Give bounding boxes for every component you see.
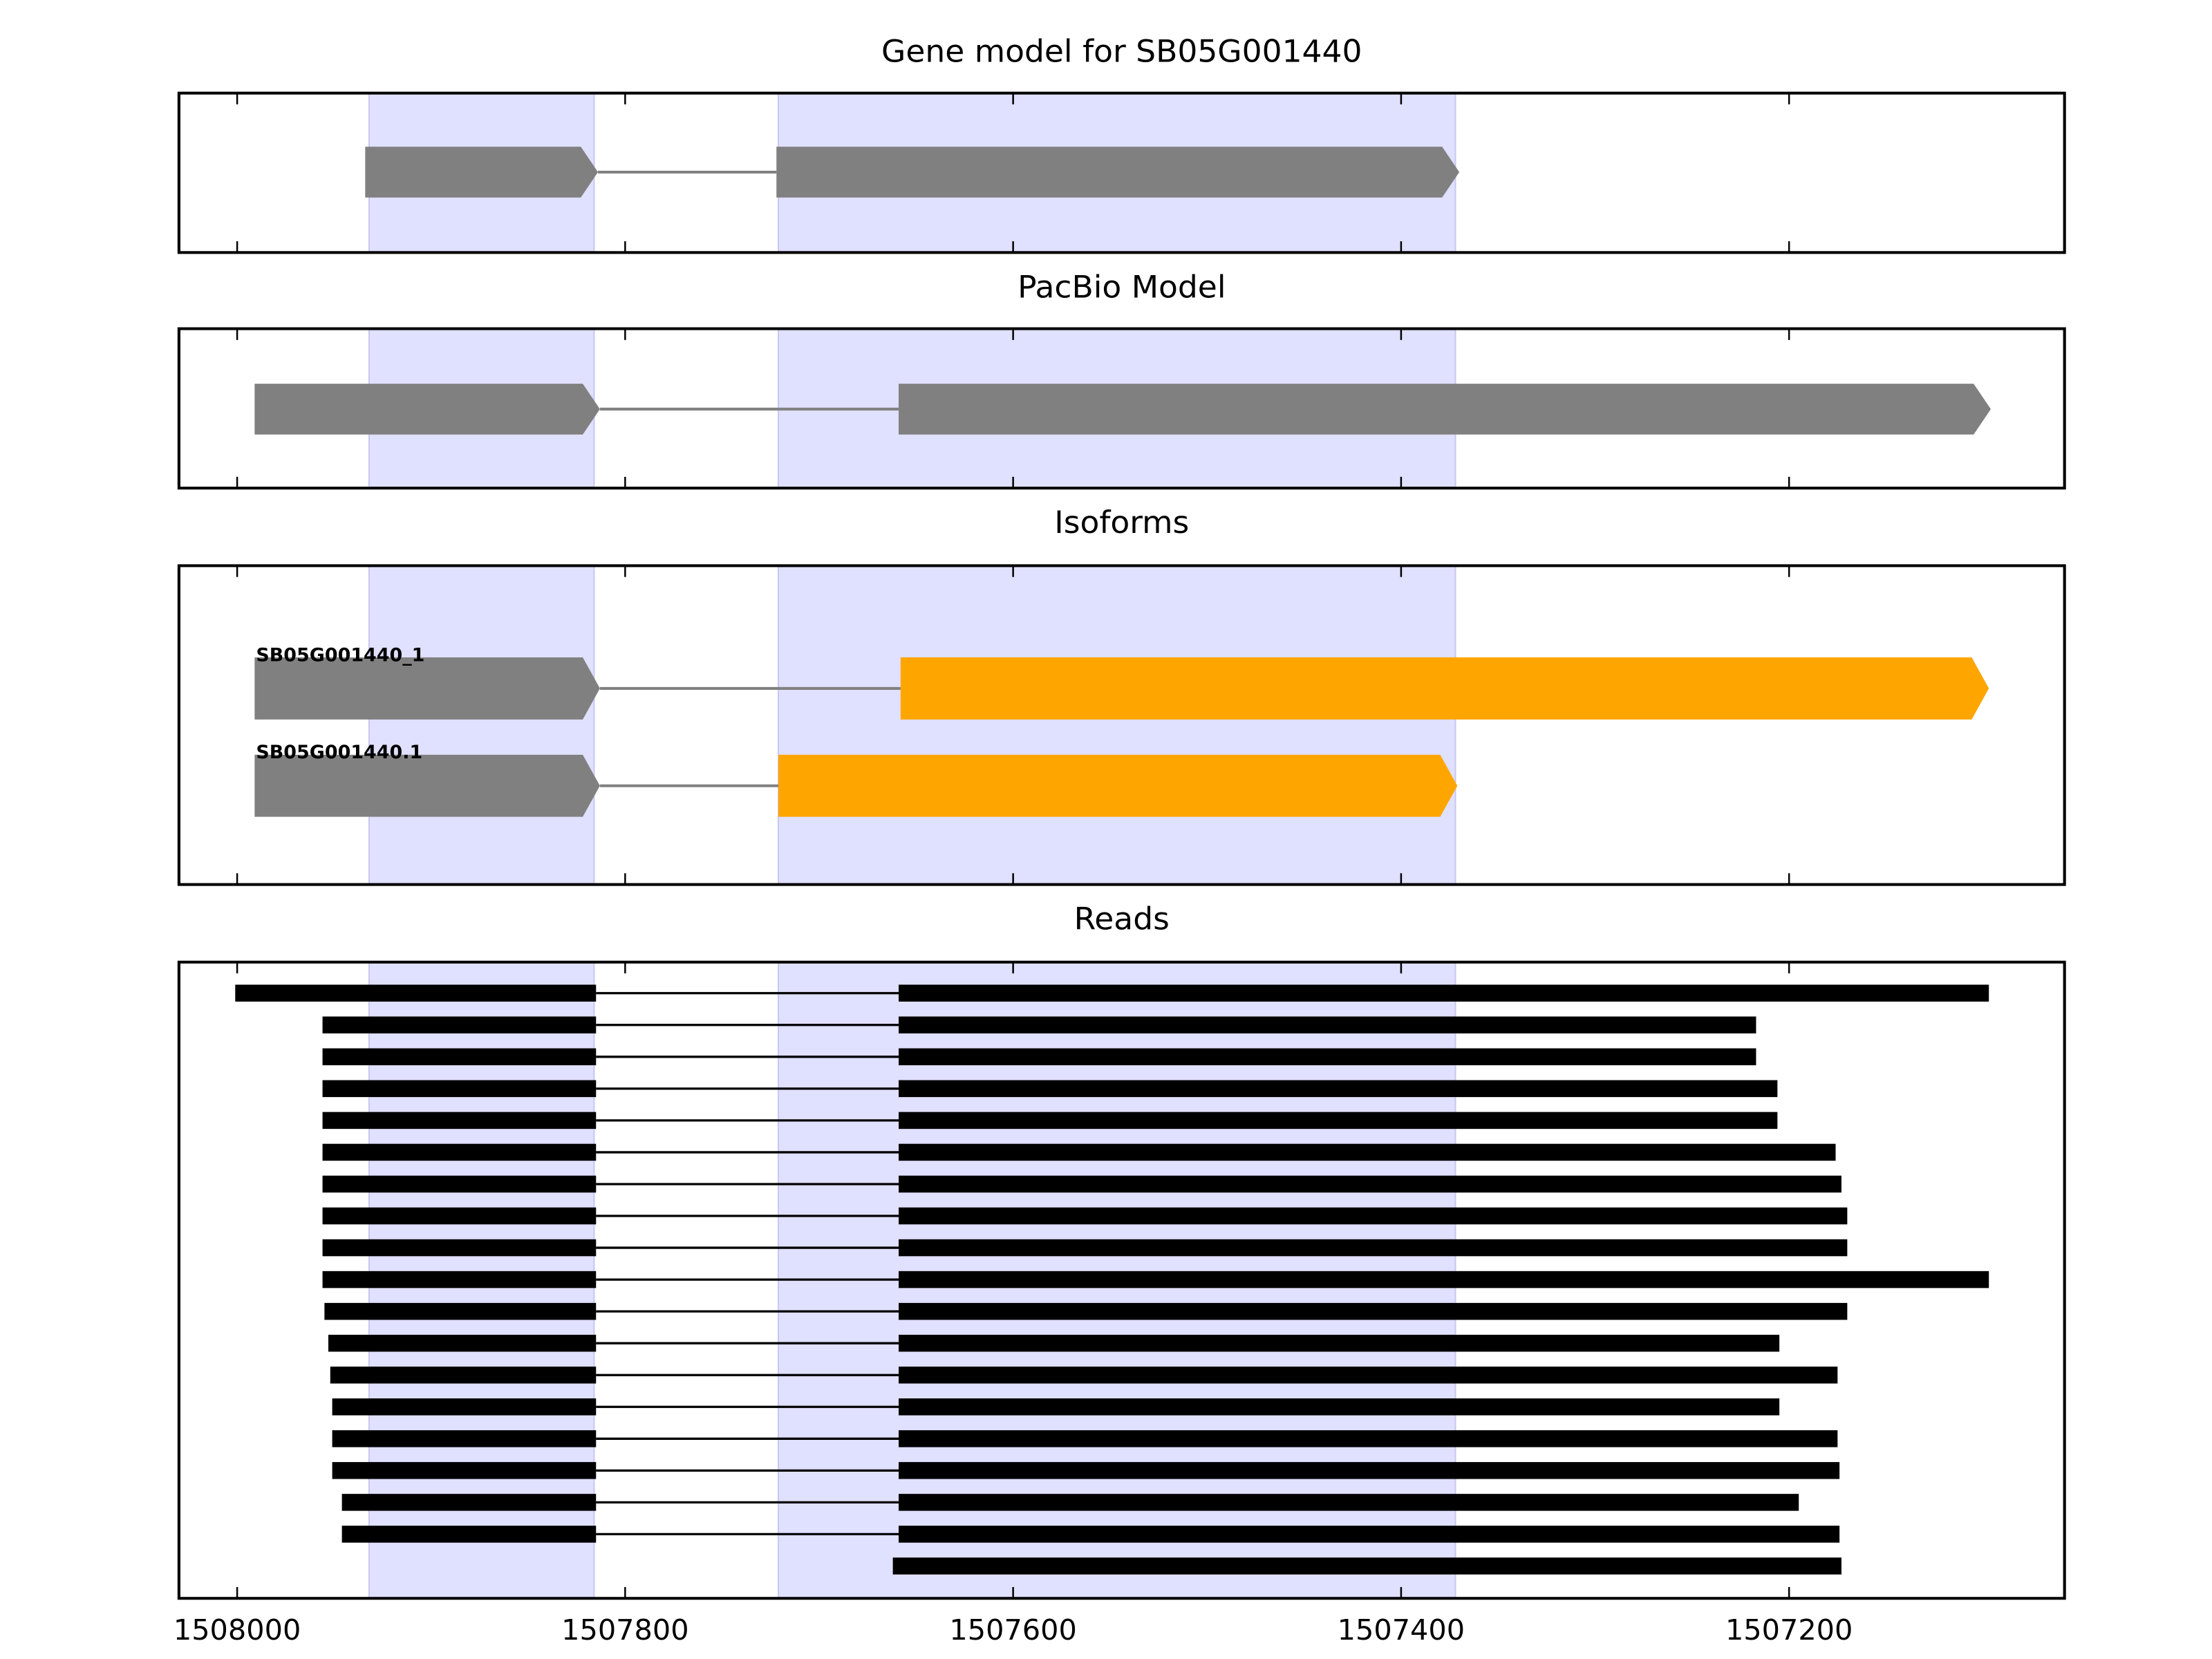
exon <box>322 1207 597 1225</box>
panel-title: PacBio Model <box>1018 269 1226 306</box>
exon <box>899 1366 1838 1384</box>
exon <box>900 657 1989 720</box>
exon <box>899 984 1989 1002</box>
exon <box>322 1175 597 1193</box>
exon <box>341 1526 597 1543</box>
isoform-label: SB05G001440.1 <box>256 742 422 763</box>
exon <box>324 1302 597 1320</box>
isoform-label: SB05G001440_1 <box>256 645 424 666</box>
panel-title: Isoforms <box>1054 504 1189 541</box>
exon <box>899 1080 1778 1098</box>
x-tick-label: 1508000 <box>174 1613 301 1647</box>
exon <box>899 1239 1848 1257</box>
highlight <box>778 565 1456 885</box>
exon <box>899 1207 1848 1225</box>
exon <box>254 384 600 435</box>
exon <box>899 1048 1756 1066</box>
exon <box>322 1048 597 1066</box>
exon <box>899 1430 1838 1447</box>
exon <box>892 1557 1841 1575</box>
exon <box>322 1080 597 1098</box>
exon <box>322 1239 597 1257</box>
exon <box>899 1302 1848 1320</box>
exon <box>899 1494 1799 1511</box>
x-tick-label: 1507400 <box>1338 1613 1465 1647</box>
exon <box>332 1462 597 1479</box>
exon <box>254 754 600 817</box>
exon <box>365 147 599 198</box>
exon <box>899 1271 1989 1288</box>
exon <box>341 1494 597 1511</box>
exon <box>776 147 1460 198</box>
exon <box>332 1398 597 1416</box>
exon <box>899 384 1991 435</box>
exon <box>899 1175 1841 1193</box>
exon <box>899 1526 1840 1543</box>
exon <box>899 1016 1756 1034</box>
exon <box>899 1143 1836 1161</box>
x-tick-label: 1507600 <box>949 1613 1076 1647</box>
panel-title: Gene model for SB05G001440 <box>881 33 1362 70</box>
exon <box>322 1271 597 1288</box>
x-tick-label: 1507200 <box>1725 1613 1853 1647</box>
panel-title: Reads <box>1074 901 1170 937</box>
exon <box>899 1398 1780 1416</box>
panel-frame <box>177 960 2066 1600</box>
exon <box>899 1334 1780 1352</box>
highlight <box>368 565 595 885</box>
exon <box>322 1016 597 1034</box>
exon <box>322 1112 597 1130</box>
exon <box>899 1112 1778 1130</box>
exon <box>322 1143 597 1161</box>
exon <box>328 1334 597 1352</box>
exon <box>899 1462 1840 1479</box>
panel-frame <box>177 91 2066 254</box>
x-tick-label: 1507800 <box>561 1613 688 1647</box>
exon <box>235 984 597 1002</box>
panel-frame <box>177 327 2066 490</box>
exon <box>330 1366 597 1384</box>
exon <box>254 657 600 720</box>
exon <box>778 754 1458 817</box>
panel-frame <box>177 564 2066 886</box>
exon <box>332 1430 597 1447</box>
